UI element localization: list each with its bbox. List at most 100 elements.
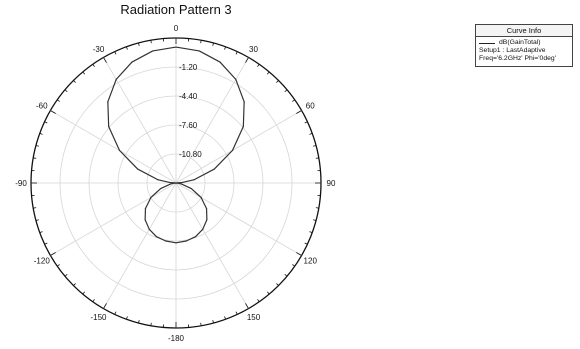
legend-setup-text: Setup1 : LastAdaptive [479, 47, 546, 54]
angular-tick-mark [82, 291, 86, 295]
angular-tick-mark [150, 40, 152, 44]
angular-tick-mark [266, 71, 270, 75]
angular-tick-label: 120 [304, 257, 318, 266]
gain-data-point [148, 228, 150, 230]
angular-tick-mark [296, 252, 302, 256]
angular-tick-label: -180 [168, 334, 185, 343]
polar-grid [30, 37, 322, 329]
series-layer [107, 46, 245, 244]
angular-tick-mark [50, 252, 56, 256]
angular-grid-line [50, 110, 177, 184]
angular-tick-mark [64, 89, 68, 93]
angular-tick-mark [35, 219, 39, 221]
angular-tick-mark [284, 89, 288, 93]
gain-data-point [190, 187, 192, 190]
angular-tick-mark [224, 316, 226, 320]
angular-tick-mark [126, 316, 128, 320]
angular-tick-mark [33, 157, 37, 159]
legend-freq-text: Freq='6.2GHz' Phi='0deg' [479, 55, 556, 62]
legend-swatch [479, 42, 495, 44]
angular-tick-mark [296, 110, 302, 114]
angular-tick-label: 0 [174, 24, 179, 33]
angular-tick-mark [245, 57, 249, 63]
angular-tick-mark [103, 57, 107, 63]
angular-grid-line [175, 182, 249, 309]
angular-tick-label: -150 [90, 313, 107, 322]
angular-tick-mark [304, 121, 308, 124]
gain-data-point [157, 179, 159, 181]
angular-tick-mark [304, 242, 308, 245]
radial-tick-label: -10.80 [179, 150, 202, 159]
angular-tick-label: -60 [36, 102, 48, 111]
gain-data-point [137, 168, 139, 170]
gain-data-point [108, 125, 110, 128]
angular-grid-line [50, 182, 177, 256]
angular-tick-mark [315, 157, 319, 159]
gain-data-point [144, 219, 146, 221]
angular-tick-label: 30 [249, 45, 258, 54]
gain-data-point [213, 168, 215, 170]
angular-tick-mark [35, 145, 39, 147]
angular-tick-mark [56, 264, 60, 267]
angular-tick-mark [44, 242, 48, 245]
angular-tick-mark [309, 133, 313, 135]
angular-tick-mark [266, 291, 270, 295]
angular-grid-line [175, 57, 249, 184]
angular-tick-mark [33, 207, 37, 209]
gain-data-point [160, 187, 162, 190]
polar-ticks: 0 30 60 90 120 150 -180 -150 -120 -90 -60 -30 -1.20 -… [15, 24, 336, 343]
angular-tick-mark [292, 99, 296, 102]
angular-tick-mark [313, 145, 317, 147]
angular-tick-mark [126, 46, 128, 50]
angular-tick-mark [235, 51, 238, 55]
gain-data-point [144, 208, 147, 210]
angular-tick-mark [138, 320, 140, 324]
gain-data-point [202, 228, 204, 230]
angular-tick-mark [138, 42, 140, 46]
gain-data-point [194, 236, 197, 238]
angular-tick-mark [200, 40, 202, 44]
legend: Curve Info dB(GainTotal) Setup1 : LastAd… [475, 24, 573, 67]
gain-data-point [185, 240, 187, 242]
gain-data-point [219, 61, 221, 63]
gain-data-point [152, 50, 154, 52]
angular-tick-label: -30 [93, 45, 105, 54]
angular-tick-mark [39, 231, 43, 233]
angular-tick-mark [114, 51, 117, 55]
angular-tick-label: 60 [306, 102, 315, 111]
gain-data-point [231, 149, 234, 151]
gain-data-point [175, 242, 177, 244]
angular-tick-mark [315, 207, 319, 209]
angular-tick-mark [64, 273, 68, 277]
angular-tick-mark [245, 303, 249, 309]
angular-tick-mark [39, 133, 43, 135]
angular-grid-line [175, 110, 302, 184]
legend-title: Curve Info [476, 25, 572, 37]
angular-grid-line [103, 182, 177, 309]
angular-tick-mark [44, 121, 48, 124]
angular-tick-mark [82, 71, 86, 75]
angular-tick-mark [276, 283, 279, 286]
angular-tick-label: -90 [15, 179, 27, 188]
radial-tick-label: -1.20 [179, 63, 198, 72]
angular-tick-mark [224, 46, 226, 50]
angular-tick-mark [276, 80, 279, 83]
gain-data-point [243, 101, 245, 103]
gain-data-point [115, 78, 117, 81]
angular-tick-mark [103, 303, 107, 309]
angular-tick-mark [257, 299, 260, 303]
gain-data-point [200, 196, 202, 199]
gain-data-point [205, 208, 208, 210]
angular-tick-label: -120 [34, 257, 51, 266]
gain-data-point [175, 46, 177, 48]
legend-body: dB(GainTotal) Setup1 : LastAdaptive Freq… [476, 37, 572, 66]
angular-tick-mark [50, 110, 56, 114]
gain-data-point [155, 236, 158, 238]
gain-data-point [181, 181, 183, 184]
angular-grid-line [103, 57, 177, 184]
gain-data-point [107, 101, 109, 103]
angular-grid-line [175, 182, 302, 256]
gain-data-point [235, 78, 237, 81]
gain-data-point [170, 183, 172, 185]
